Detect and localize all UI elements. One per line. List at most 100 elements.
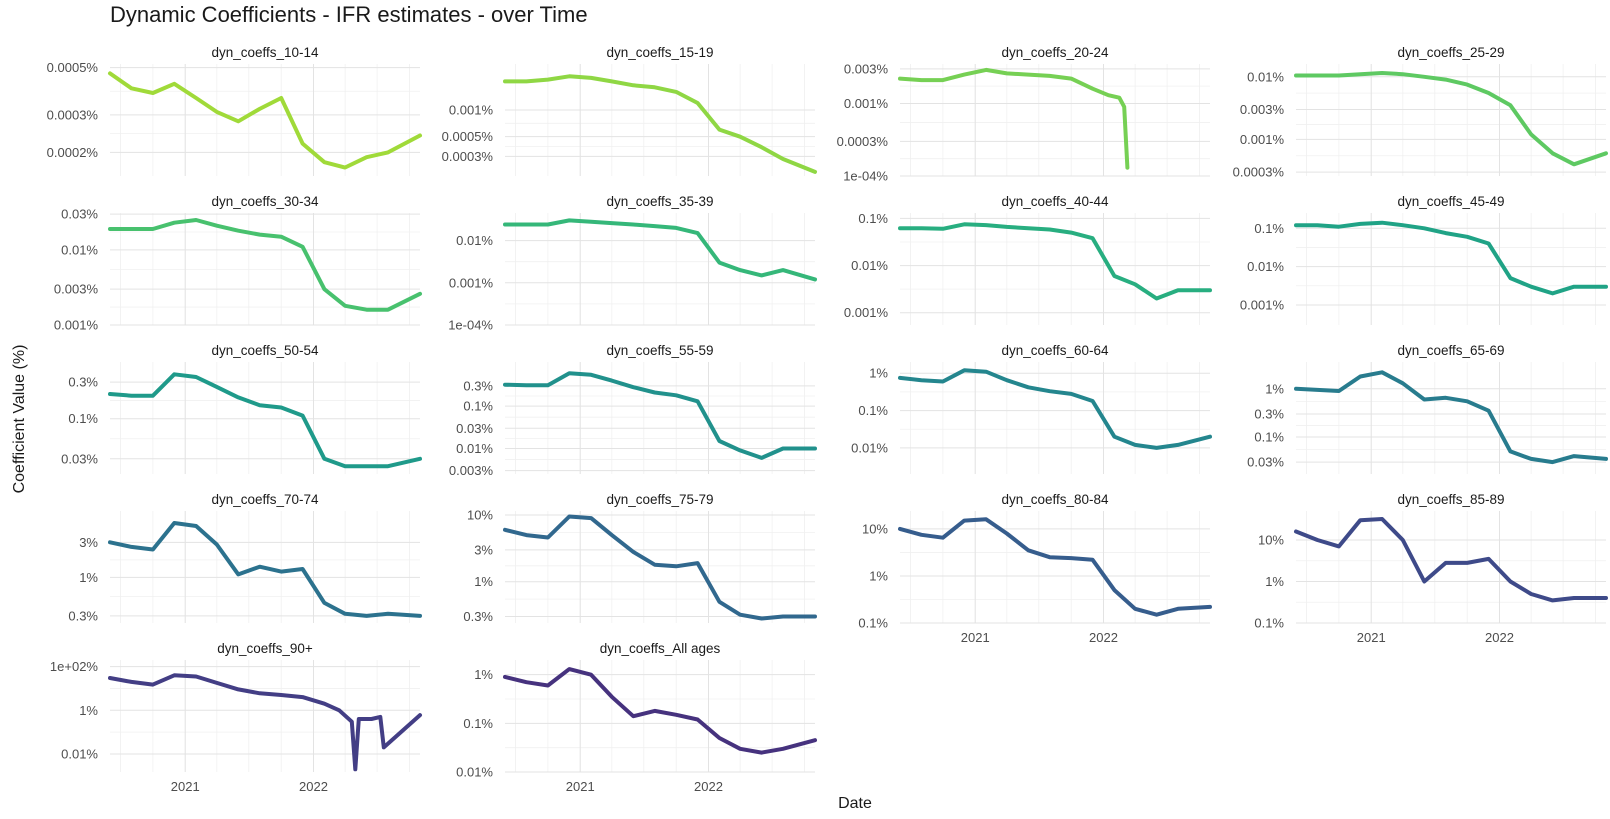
y-tick-label: 0.0005% bbox=[47, 60, 99, 75]
facet-title: dyn_coeffs_40-44 bbox=[1001, 194, 1109, 209]
y-tick-label: 0.01% bbox=[1247, 259, 1284, 274]
y-tick-label: 0.1% bbox=[68, 411, 98, 426]
series-line bbox=[503, 218, 817, 282]
y-tick-label: 0.0003% bbox=[47, 107, 99, 122]
facet-title: dyn_coeffs_45-49 bbox=[1397, 194, 1504, 209]
chart-title: Dynamic Coefficients - IFR estimates - o… bbox=[110, 2, 588, 27]
y-tick-label: 0.01% bbox=[851, 440, 888, 455]
y-tick-label: 0.001% bbox=[1240, 297, 1285, 312]
series-line bbox=[503, 371, 817, 460]
series-line bbox=[898, 67, 1130, 170]
series-line bbox=[503, 74, 817, 174]
facet-title: dyn_coeffs_85-89 bbox=[1397, 492, 1504, 507]
y-tick-label: 0.1% bbox=[858, 403, 888, 418]
facet-title: dyn_coeffs_55-59 bbox=[606, 343, 713, 358]
y-tick-label: 0.001% bbox=[844, 96, 889, 111]
facet-panel: dyn_coeffs_60-64 1% 0.1% 0.01% bbox=[851, 343, 1212, 474]
y-tick-label: 0.001% bbox=[1240, 132, 1285, 147]
facet-panel: dyn_coeffs_All ages 1% 0.1% 0.01% 2021 2022 bbox=[456, 641, 817, 794]
facet-panel: dyn_coeffs_30-34 0.03% 0.01% 0.003% 0.001% bbox=[54, 194, 422, 333]
facet-panel: dyn_coeffs_20-24 0.003% 0.001% 0.0003% 1e-04… bbox=[837, 45, 1210, 184]
facet-panel: dyn_coeffs_75-79 10% 3% 1% 0.3% bbox=[463, 492, 817, 624]
facet-panel: dyn_coeffs_90+ 1e+02% 1% 0.01% 2021 2022 bbox=[50, 641, 422, 794]
y-tick-label: 0.0002% bbox=[47, 145, 99, 160]
y-tick-label: 1e-04% bbox=[448, 318, 493, 333]
y-tick-label: 0.03% bbox=[456, 421, 493, 436]
facet-panel: dyn_coeffs_80-84 10% 1% 0.1% 2021 2022 bbox=[858, 492, 1212, 645]
y-tick-label: 1% bbox=[869, 366, 888, 381]
y-tick-label: 0.1% bbox=[1254, 616, 1284, 631]
x-tick-label: 2022 bbox=[299, 779, 328, 794]
facet-title: dyn_coeffs_90+ bbox=[217, 641, 313, 656]
facet-panel: dyn_coeffs_55-59 0.3% 0.1% 0.03% 0.01% 0.003% bbox=[449, 343, 817, 478]
facet-panel: dyn_coeffs_70-74 3% 1% 0.3% bbox=[68, 492, 422, 623]
y-tick-label: 0.0003% bbox=[442, 149, 494, 164]
y-tick-label: 0.1% bbox=[1254, 221, 1284, 236]
facet-panel: dyn_coeffs_10-14 0.0005% 0.0003% 0.0002% bbox=[47, 45, 422, 176]
facet-panel: dyn_coeffs_40-44 0.1% 0.01% 0.001% bbox=[844, 194, 1212, 325]
y-tick-label: 0.03% bbox=[61, 207, 98, 222]
facet-panel: dyn_coeffs_15-19 0.001% 0.0005% 0.0003% bbox=[442, 45, 817, 176]
facet-title: dyn_coeffs_25-29 bbox=[1397, 45, 1504, 60]
x-tick-label: 2021 bbox=[961, 630, 990, 645]
series-line bbox=[1294, 71, 1608, 167]
y-tick-label: 0.3% bbox=[68, 608, 98, 623]
series-line bbox=[108, 673, 422, 772]
series-line bbox=[1294, 517, 1608, 603]
y-tick-label: 0.001% bbox=[54, 318, 99, 333]
y-tick-label: 0.1% bbox=[463, 716, 493, 731]
y-tick-label: 0.01% bbox=[1247, 69, 1284, 84]
x-axis-label: Date bbox=[838, 795, 872, 812]
y-tick-label: 0.003% bbox=[844, 61, 889, 76]
y-tick-label: 1% bbox=[474, 574, 493, 589]
y-tick-label: 0.003% bbox=[449, 463, 494, 478]
y-tick-label: 0.0003% bbox=[837, 134, 889, 149]
facet-panel: dyn_coeffs_25-29 0.01% 0.003% 0.001% 0.0003% bbox=[1233, 45, 1608, 180]
y-tick-label: 0.01% bbox=[456, 441, 493, 456]
facet-panel: dyn_coeffs_50-54 0.3% 0.1% 0.03% bbox=[61, 343, 422, 474]
facet-title: dyn_coeffs_65-69 bbox=[1397, 343, 1504, 358]
x-tick-label: 2021 bbox=[566, 779, 595, 794]
y-tick-label: 10% bbox=[467, 508, 493, 523]
y-tick-label: 0.01% bbox=[851, 258, 888, 273]
facet-title: dyn_coeffs_30-34 bbox=[211, 194, 319, 209]
x-tick-label: 2022 bbox=[1485, 630, 1514, 645]
series-line bbox=[1294, 220, 1608, 296]
facet-title: dyn_coeffs_70-74 bbox=[211, 492, 319, 507]
facet-title: dyn_coeffs_35-39 bbox=[606, 194, 713, 209]
facet-title: dyn_coeffs_75-79 bbox=[606, 492, 713, 507]
series-line bbox=[108, 521, 422, 618]
y-tick-label: 1e-04% bbox=[843, 169, 888, 184]
series-line bbox=[1294, 370, 1608, 465]
series-line bbox=[108, 71, 422, 170]
facet-title: dyn_coeffs_20-24 bbox=[1001, 45, 1109, 60]
y-tick-label: 0.03% bbox=[61, 451, 98, 466]
y-tick-label: 0.1% bbox=[858, 211, 888, 226]
y-tick-label: 10% bbox=[862, 521, 888, 536]
y-tick-label: 0.1% bbox=[463, 399, 493, 414]
y-tick-label: 0.001% bbox=[449, 275, 494, 290]
series-line bbox=[898, 368, 1212, 450]
y-tick-label: 0.3% bbox=[68, 375, 98, 390]
y-tick-label: 0.0005% bbox=[442, 129, 494, 144]
facet-title: dyn_coeffs_50-54 bbox=[211, 343, 319, 358]
series-line bbox=[503, 514, 817, 621]
y-tick-label: 0.003% bbox=[54, 282, 99, 297]
y-tick-label: 0.1% bbox=[1254, 429, 1284, 444]
y-tick-label: 0.01% bbox=[456, 765, 493, 780]
series-line bbox=[108, 218, 422, 312]
x-tick-label: 2021 bbox=[1357, 630, 1386, 645]
y-tick-label: 0.01% bbox=[61, 242, 98, 257]
x-tick-label: 2022 bbox=[1089, 630, 1118, 645]
y-tick-label: 0.01% bbox=[456, 233, 493, 248]
facet-panel: dyn_coeffs_65-69 1% 0.3% 0.1% 0.03% bbox=[1247, 343, 1608, 474]
y-tick-label: 1% bbox=[869, 568, 888, 583]
y-tick-label: 0.3% bbox=[463, 378, 493, 393]
facet-title: dyn_coeffs_15-19 bbox=[606, 45, 713, 60]
y-tick-label: 0.003% bbox=[1240, 102, 1285, 117]
facet-title: dyn_coeffs_60-64 bbox=[1001, 343, 1109, 358]
series-line bbox=[108, 372, 422, 469]
y-tick-label: 1% bbox=[79, 570, 98, 585]
y-tick-label: 1% bbox=[1265, 381, 1284, 396]
